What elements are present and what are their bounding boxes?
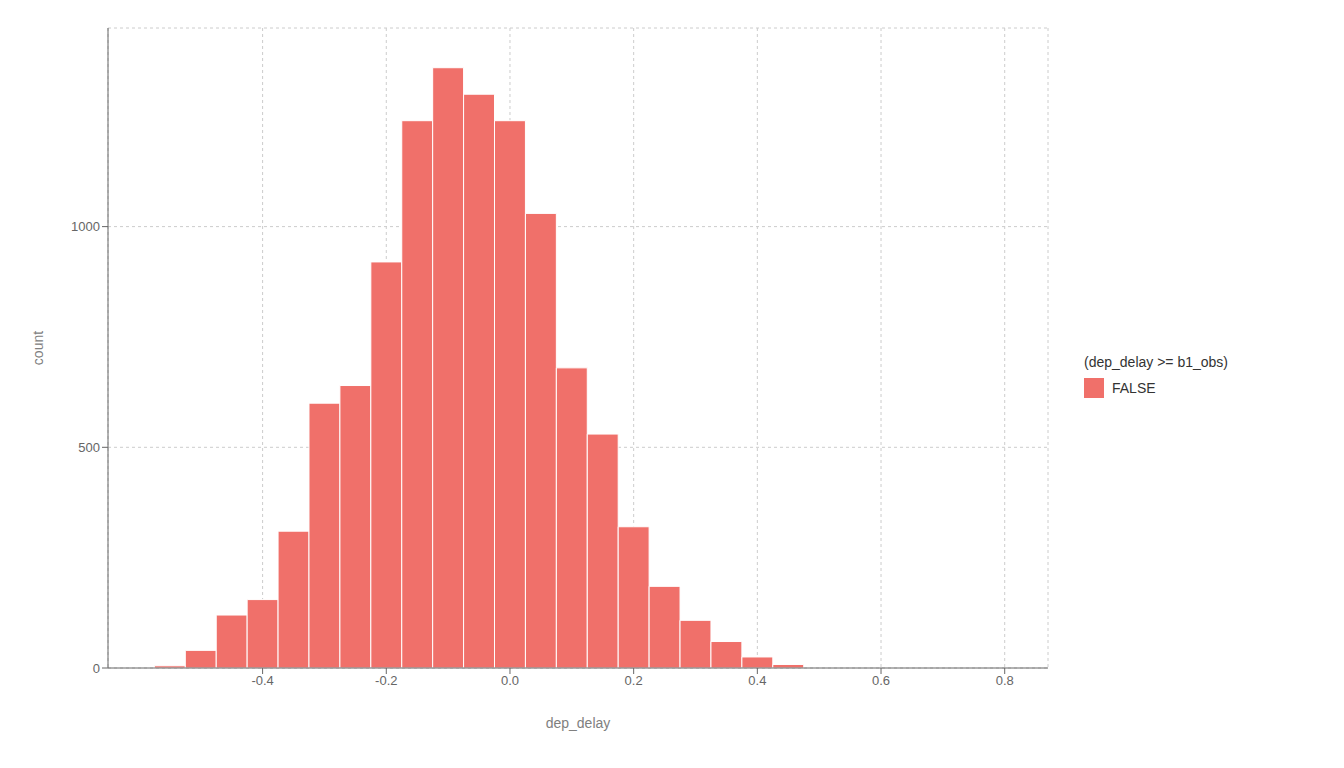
svg-text:-0.2: -0.2 (375, 673, 397, 688)
svg-text:1000: 1000 (71, 219, 100, 234)
svg-text:-0.4: -0.4 (251, 673, 273, 688)
svg-text:count: count (30, 331, 46, 365)
svg-text:0.4: 0.4 (748, 673, 766, 688)
html-text:(dep_delay >= b1_obs): (dep_delay >= b1_obs) (1084, 354, 1228, 370)
svg-text:dep_delay: dep_delay (546, 715, 611, 731)
svg-text:0.0: 0.0 (501, 673, 519, 688)
svg-text:0.8: 0.8 (996, 673, 1014, 688)
svg-text:500: 500 (78, 440, 100, 455)
svg-text:0: 0 (93, 661, 100, 676)
svg-text:0.6: 0.6 (872, 673, 890, 688)
html-text:FALSE: FALSE (1112, 380, 1156, 396)
svg-text:0.2: 0.2 (625, 673, 643, 688)
